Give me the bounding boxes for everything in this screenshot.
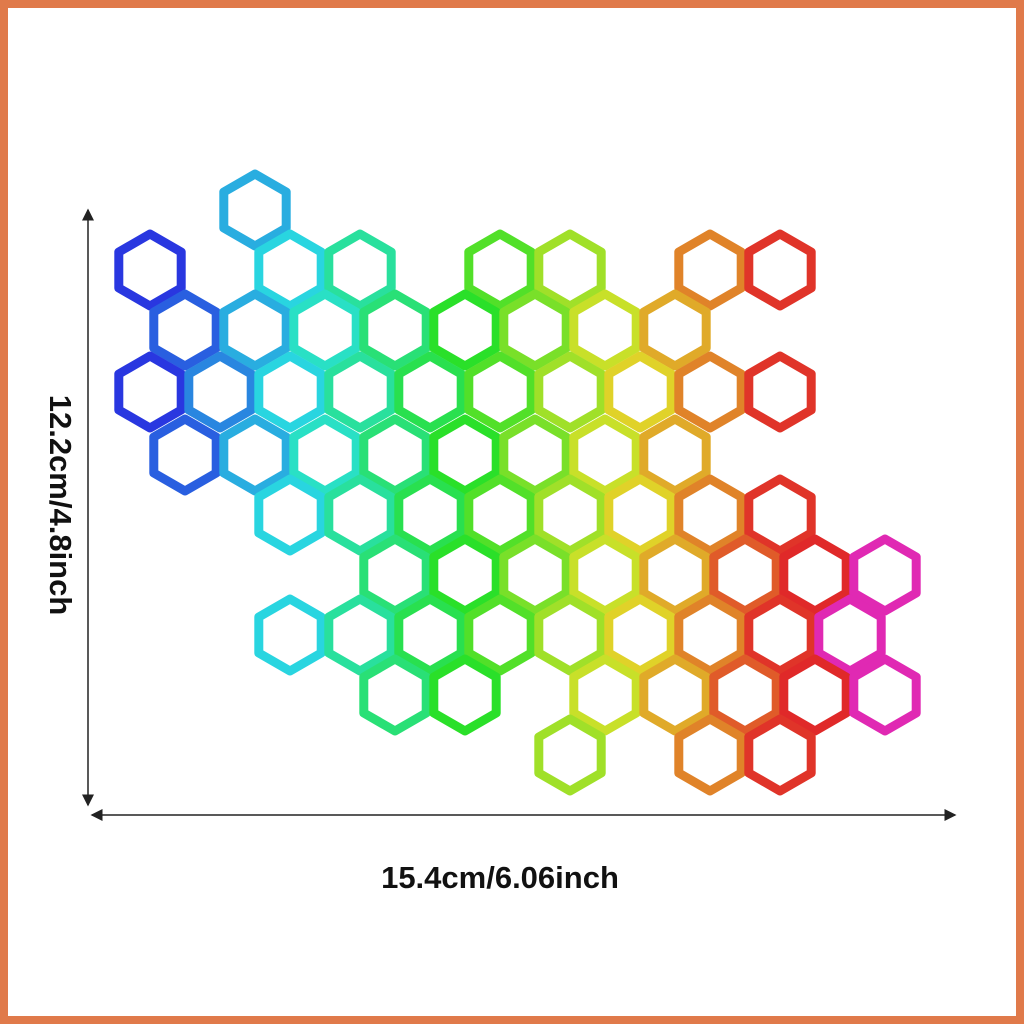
hexagon — [254, 474, 326, 556]
hexagon — [464, 351, 536, 433]
hexagon — [359, 534, 431, 616]
hexagon — [814, 594, 886, 676]
hexagon — [464, 594, 536, 676]
hexagon — [604, 594, 676, 676]
hexagon — [464, 474, 536, 556]
hexagon — [359, 289, 431, 371]
hexagon — [569, 654, 641, 736]
hexagon — [499, 534, 571, 616]
hexagon — [289, 289, 361, 371]
hexagon — [744, 714, 816, 796]
hexagon — [674, 229, 746, 311]
hexagon — [534, 714, 606, 796]
hexagon — [744, 594, 816, 676]
hexagon — [569, 534, 641, 616]
hexagon — [499, 414, 571, 496]
hexagon — [674, 474, 746, 556]
hexagon — [219, 414, 291, 496]
hexagon — [744, 474, 816, 556]
hexagon — [779, 654, 851, 736]
hexagon — [149, 414, 221, 496]
honeycomb — [114, 169, 921, 796]
hexagon — [709, 654, 781, 736]
width-label: 15.4cm/6.06inch — [381, 860, 619, 895]
hexagon — [429, 534, 501, 616]
hexagon — [254, 594, 326, 676]
hexagon — [499, 289, 571, 371]
hexagon — [604, 351, 676, 433]
hexagon — [324, 351, 396, 433]
hexagon — [534, 594, 606, 676]
hexagon — [324, 594, 396, 676]
hexagon — [254, 229, 326, 311]
hexagon — [184, 351, 256, 433]
hexagon — [394, 594, 466, 676]
hexagon — [219, 169, 291, 251]
hexagon — [639, 289, 711, 371]
hexagon — [464, 229, 536, 311]
hexagon — [359, 654, 431, 736]
hexagon — [604, 474, 676, 556]
hexagon — [569, 414, 641, 496]
hexagon — [674, 351, 746, 433]
hexagon — [534, 351, 606, 433]
hexagon — [324, 474, 396, 556]
hexagon — [674, 714, 746, 796]
hexagon — [569, 289, 641, 371]
hexagon — [394, 351, 466, 433]
hexagon — [429, 414, 501, 496]
hexagon — [639, 414, 711, 496]
hexagon — [219, 289, 291, 371]
hexagon — [534, 229, 606, 311]
hexagon — [534, 474, 606, 556]
hexagon — [149, 289, 221, 371]
hexagon — [429, 654, 501, 736]
hexagon — [639, 654, 711, 736]
hexagon — [324, 229, 396, 311]
hexagon — [744, 229, 816, 311]
hexagon — [849, 654, 921, 736]
hexagon — [114, 351, 186, 433]
hexagon — [849, 534, 921, 616]
hexagon — [779, 534, 851, 616]
hexagon — [709, 534, 781, 616]
hexagon — [639, 534, 711, 616]
hexagon — [254, 351, 326, 433]
hexagon — [394, 474, 466, 556]
height-label: 12.2cm/4.8inch — [43, 395, 78, 616]
hexagon — [289, 414, 361, 496]
hexagon — [744, 351, 816, 433]
hexagon — [114, 229, 186, 311]
hexagon — [674, 594, 746, 676]
hexagon — [429, 289, 501, 371]
hexagon — [359, 414, 431, 496]
